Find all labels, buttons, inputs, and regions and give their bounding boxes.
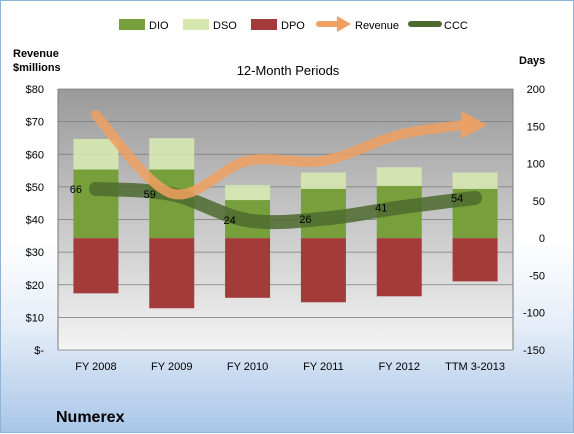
ccc-labels-group: 66 59 24 26 41 54 [70, 184, 463, 227]
right-tick-label: -150 [523, 345, 545, 357]
legend-label-dio: DIO [149, 20, 169, 32]
category-label: FY 2008 [75, 361, 116, 373]
bar-dpo [73, 238, 119, 294]
bar-dpo [225, 238, 271, 298]
left-axis-title-line1: Revenue [13, 48, 59, 60]
legend-swatch-revenue [316, 16, 351, 32]
bar-dso [452, 172, 498, 189]
left-tick-labels: $- $10 $20 $30 $40 $50 $60 $70 $80 [26, 84, 45, 357]
right-tick-label: 50 [533, 196, 545, 208]
bar-dpo [452, 238, 498, 282]
right-tick-label: -50 [529, 270, 545, 282]
right-tick-labels: -150 -100 -50 0 50 100 150 200 [523, 84, 545, 357]
left-axis-title-line2: $millions [13, 62, 61, 74]
legend-swatch-dio [119, 19, 145, 30]
bar-dpo [149, 238, 195, 309]
left-tick-label: $60 [26, 149, 44, 161]
ccc-value-label: 41 [375, 203, 387, 215]
right-tick-label: -100 [523, 308, 545, 320]
ccc-value-label: 24 [223, 215, 235, 227]
grid-lines [57, 88, 514, 351]
legend-label-dso: DSO [213, 20, 237, 32]
bar-dso [300, 172, 346, 189]
ccc-value-label: 54 [451, 193, 463, 205]
left-tick-label: $40 [26, 215, 44, 227]
bar-dpo [300, 238, 346, 303]
legend-label-dpo: DPO [281, 20, 305, 32]
category-label: FY 2012 [379, 361, 420, 373]
ccc-value-label: 26 [299, 214, 311, 226]
legend-label-ccc: CCC [444, 20, 468, 32]
left-tick-label: $20 [26, 280, 44, 292]
bar-dso [225, 185, 271, 201]
bar-dpo [376, 238, 422, 297]
right-tick-label: 100 [527, 159, 545, 171]
left-tick-label: $80 [26, 84, 44, 96]
right-tick-label: 0 [539, 233, 545, 245]
category-labels: FY 2008 FY 2009 FY 2010 FY 2011 FY 2012 TTM 3… [75, 361, 505, 373]
revenue-arrowhead [461, 110, 488, 139]
left-tick-label: $50 [26, 182, 44, 194]
chart-title: 12-Month Periods [237, 63, 340, 78]
right-axis-title: Days [519, 55, 545, 67]
bar-dso [73, 138, 119, 170]
category-label: FY 2011 [303, 361, 344, 373]
ccc-value-label: 66 [70, 184, 82, 196]
lines-group [88, 110, 488, 230]
legend-swatch-dso [183, 19, 209, 30]
legend: DIO DSO DPO Revenue CCC [119, 16, 468, 32]
category-label: FY 2010 [227, 361, 268, 373]
left-tick-label: $30 [26, 247, 44, 259]
right-tick-label: 150 [527, 121, 545, 133]
left-tick-label: $- [34, 345, 44, 357]
left-tick-label: $70 [26, 117, 44, 129]
category-label: FY 2009 [151, 361, 192, 373]
right-tick-label: 200 [527, 84, 545, 96]
bar-dso [149, 138, 195, 170]
legend-swatch-dpo [251, 19, 277, 30]
company-name: Numerex [56, 409, 125, 426]
legend-label-revenue: Revenue [355, 20, 399, 32]
bar-dio [73, 169, 119, 239]
category-label: TTM 3-2013 [445, 361, 505, 373]
revenue-line [90, 110, 471, 200]
ccc-value-label: 59 [144, 189, 156, 201]
bar-dso [376, 167, 422, 186]
left-tick-label: $10 [26, 312, 44, 324]
